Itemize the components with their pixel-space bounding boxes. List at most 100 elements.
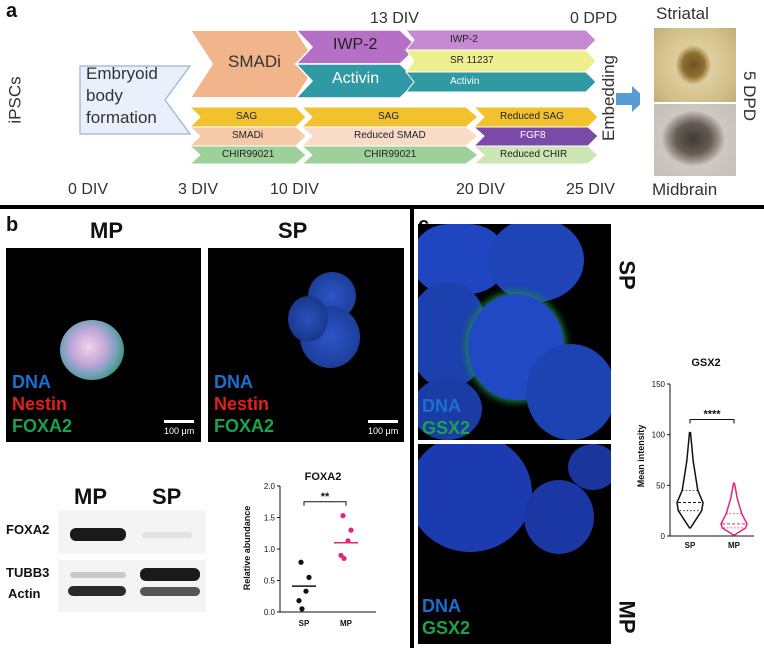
foxa2-data-point-mp	[340, 513, 346, 519]
embryoid-body-shape	[79, 65, 192, 135]
vertical-divider	[410, 207, 414, 648]
foxa2-band-mp	[70, 528, 126, 541]
timeline-0div: 0 DIV	[68, 181, 109, 198]
foxa2-y-tick-label: 0.5	[264, 577, 276, 586]
mp-gsx2-gsx2-label: GSX2	[422, 618, 471, 638]
embryoid-line-1: Embryoid	[86, 64, 158, 83]
gsx2-violin-mp	[720, 482, 748, 536]
activin-band	[404, 71, 597, 93]
foxa2-x-tick-label: MP	[340, 619, 353, 628]
sp-gsx2-gsx2-label: GSX2	[422, 418, 471, 438]
sp-gsx2-blob-5	[526, 344, 611, 440]
mp-dna-label: DNA	[12, 372, 51, 392]
foxa2-band-sp	[142, 532, 192, 538]
foxa2-data-point-mp	[341, 555, 347, 562]
gsx2-y-axis-label: Mean intensity	[636, 425, 646, 488]
foxa2-data-point-sp	[296, 598, 302, 604]
mp-gsx2-blob-2	[524, 480, 594, 554]
chir-label-1: CHIR99021	[222, 149, 275, 160]
smad-label-2: Reduced SMAD	[354, 130, 426, 141]
gsx2-x-tick-label: MP	[728, 541, 741, 550]
foxa2-y-tick-label: 1.0	[264, 545, 276, 554]
foxa2-y-axis-label: Relative abundance	[242, 506, 252, 591]
fgf8-label: FGF8	[520, 130, 546, 141]
sp-nestin-label: Nestin	[214, 394, 270, 414]
gsx2-x-tick-label: SP	[685, 541, 696, 550]
blot-mp-label: MP	[74, 484, 107, 509]
embedding-arrow	[616, 86, 640, 112]
sag-label-1: SAG	[236, 111, 258, 122]
gsx2-violin-sp	[676, 431, 704, 529]
sr11237-band	[405, 49, 597, 73]
gsx2-violin-chart: GSX2 Mean intensity 0 50 100 150 SP MP ****	[636, 357, 754, 550]
striatal-label: Striatal	[656, 4, 709, 23]
panel-c-sp-label: SP	[614, 260, 640, 290]
sp-micrograph: DNA Nestin FOXA2 100 μm	[208, 248, 404, 442]
blot-sp-label: SP	[152, 484, 182, 509]
timeline-20div: 20 DIV	[456, 181, 505, 198]
timeline-10div: 10 DIV	[270, 181, 319, 198]
chir-label-2: CHIR99021	[364, 149, 417, 160]
iwp2-band-label: IWP-2	[450, 34, 478, 45]
sp-dna-label: DNA	[214, 372, 253, 392]
iwp2-top-label: IWP-2	[333, 36, 378, 53]
gsx2-significance-stars: ****	[703, 408, 721, 420]
activin-top-label: Activin	[332, 70, 380, 87]
sp-gsx2-dna-label: DNA	[422, 396, 461, 416]
smadi-label-1: SMADi	[232, 130, 264, 141]
iwp2-band	[404, 29, 597, 51]
mp-gsx2-dna-label: DNA	[422, 596, 461, 616]
gsx2-y-tick-label: 0	[661, 532, 666, 541]
sp-gsx2-blob-6	[418, 378, 482, 440]
mp-nestin-label: Nestin	[12, 394, 68, 414]
striatal-organoid-image	[654, 28, 736, 102]
foxa2-dot-chart: FOXA2 Relative abundance 0.0 0.5 1.0 1.5 2.0…	[242, 471, 376, 628]
foxa2-data-point-sp	[298, 559, 304, 565]
tubb3-actin-blot	[58, 560, 206, 612]
sp-gsx2-micrograph: DNA GSX2	[418, 224, 611, 440]
gsx2-y-tick-label: 100	[652, 431, 666, 440]
foxa2-chart-title: FOXA2	[305, 471, 342, 483]
sr11237-band-label: SR 11237	[450, 55, 494, 66]
panel-a-letter: a	[6, 0, 18, 22]
mp-gsx2-blob-3	[568, 444, 611, 490]
protocol-diagram	[79, 29, 640, 165]
blot-foxa2-label: FOXA2	[6, 522, 50, 537]
sag-label-2: SAG	[378, 111, 400, 122]
activin-band-label: Activin	[450, 76, 480, 87]
embryoid-line-3: formation	[86, 108, 157, 127]
foxa2-significance-stars: **	[321, 491, 330, 503]
sag-label-3: Reduced SAG	[500, 111, 564, 122]
mp-gsx2-micrograph: DNA GSX2	[418, 444, 611, 644]
dpd5-label: 5 DPD	[740, 70, 760, 122]
foxa2-data-point-mp	[348, 527, 354, 533]
sp-gsx2-blob-2	[488, 224, 584, 302]
gsx2-chart-title: GSX2	[691, 357, 720, 369]
foxa2-y-tick-label: 1.5	[264, 514, 276, 523]
smadi-top-label: SMADi	[228, 52, 281, 71]
sp-title: SP	[278, 218, 308, 243]
sp-foxa2-label: FOXA2	[214, 416, 275, 436]
chir-label-3: Reduced CHIR	[500, 149, 568, 160]
mp-gsx2-blob-1	[418, 444, 532, 552]
tubb3-band-mp	[70, 572, 126, 578]
activin-shape	[294, 63, 420, 99]
sp-organoid-left	[288, 296, 328, 342]
blot-actin-label: Actin	[8, 586, 41, 601]
midbrain-organoid-image	[654, 104, 736, 176]
mp-title: MP	[90, 218, 123, 243]
chir-band-2	[300, 145, 479, 165]
actin-band-mp	[68, 586, 126, 596]
mp-organoid	[60, 320, 124, 380]
blot-tubb3-label: TUBB3	[6, 565, 50, 580]
actin-band-sp	[140, 587, 200, 596]
foxa2-y-tick-label: 0.0	[264, 608, 276, 617]
foxa2-data-point-sp	[299, 606, 305, 612]
sp-scale-bar	[368, 420, 398, 423]
mp-scale-label: 100 μm	[164, 426, 195, 436]
timeline-3div: 3 DIV	[178, 181, 219, 198]
mp-foxa2-label: FOXA2	[12, 416, 73, 436]
div13-label: 13 DIV	[370, 10, 419, 27]
panel-b-letter: b	[6, 214, 19, 236]
tubb3-band-sp	[140, 568, 200, 581]
